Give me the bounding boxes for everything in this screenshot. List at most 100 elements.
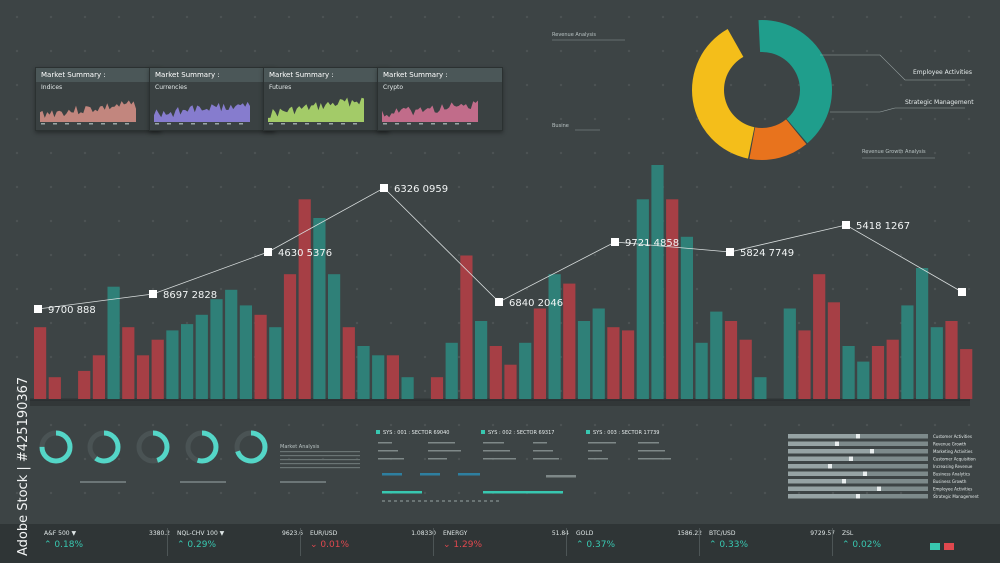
text-line (280, 451, 360, 453)
market-summary-card-4[interactable]: Market Summary : Crypto (377, 67, 503, 131)
sector-tick (400, 500, 403, 502)
ticker-item[interactable]: EUR/USD 1.08330 ⌄ 0.01% (310, 528, 442, 558)
sparkline-tick (305, 123, 309, 125)
sector-line (638, 458, 671, 460)
donut-slice (758, 20, 832, 144)
sector-tick (442, 500, 445, 502)
bar (901, 305, 914, 399)
bar (92, 355, 105, 399)
ticker-item[interactable]: NQL-CHV 100 ▼ 9623.6 ⌃ 0.29% (177, 528, 309, 558)
bar (945, 321, 958, 399)
sector-line (533, 450, 553, 452)
sparkline-tick (41, 123, 45, 125)
sparkline-area (40, 100, 136, 125)
ticker-value: 51.84 (551, 530, 569, 537)
ticker-separator (832, 528, 833, 556)
ticker-separator (566, 528, 567, 556)
market-summary-card-2[interactable]: Market Summary : Currencies (149, 67, 275, 131)
hbar-fill (788, 486, 879, 491)
sparkline-tick (227, 123, 231, 125)
leader-line (830, 107, 965, 113)
sparkline-tick (407, 123, 411, 125)
ticker-item[interactable]: ENERGY 51.84 ⌄ 1.29% (443, 528, 575, 558)
card-subtitle: Currencies (155, 84, 187, 91)
sector-tick (394, 500, 397, 502)
bar (34, 327, 47, 399)
bar (607, 327, 620, 399)
market-summary-card-1[interactable]: Market Summary : Indices (35, 67, 161, 131)
hbar-marker (863, 471, 867, 476)
bar (430, 377, 444, 399)
ticker-change: ⌄ 1.29% (443, 540, 482, 550)
hbar-track (788, 456, 928, 461)
hbar-fill (788, 464, 830, 469)
ticker-change: ⌄ 0.01% (310, 540, 349, 550)
ticker-name: BTC/USD (709, 530, 736, 537)
busine-label: Busine (552, 123, 569, 129)
hbar-marker (856, 494, 860, 499)
bar (930, 327, 943, 399)
bar (357, 346, 370, 399)
sector-tick (430, 500, 433, 502)
sector-tick (412, 500, 415, 502)
ticker-change: ⌃ 0.33% (709, 540, 748, 550)
bar (122, 327, 135, 399)
bar (754, 377, 767, 399)
bar (724, 321, 738, 399)
hbar-track (788, 479, 928, 484)
line-data-label: 5418 1267 (856, 221, 910, 232)
hbar-label: Increasing Revenue (933, 464, 973, 469)
sector-tick (496, 500, 499, 502)
sparkline-tick (191, 123, 195, 125)
line-marker (34, 305, 42, 313)
sparkline-tick (77, 123, 81, 125)
market-summary-card-3[interactable]: Market Summary : Futures (263, 67, 389, 131)
card-title: Market Summary : (150, 68, 274, 82)
bar (857, 361, 870, 399)
sector-line (638, 450, 665, 452)
bar (636, 199, 649, 399)
sector-line (533, 442, 547, 444)
sector-tick (466, 500, 469, 502)
ticker-value: 9729.57 (810, 530, 835, 537)
card-subtitle: Crypto (383, 84, 404, 91)
bar (372, 355, 385, 399)
hbar-marker (842, 479, 846, 484)
card-subtitle: Indices (41, 84, 63, 91)
sparkline-tick (113, 123, 117, 125)
text-line (280, 463, 360, 465)
sector-line (483, 458, 516, 460)
donut-slice (749, 119, 807, 160)
ticker-separator (433, 528, 434, 556)
sector-tick (478, 500, 481, 502)
sector-line (533, 458, 559, 460)
ticker-item[interactable]: ZSL ⌃ 0.02% (842, 528, 974, 558)
ticker-item[interactable]: A&F 500 ▼ 3380.2 ⌃ 0.18% (44, 528, 176, 558)
sparkline-tick (179, 123, 183, 125)
bar (166, 330, 179, 399)
sparkline-tick (125, 123, 129, 125)
ticker-change: ⌃ 0.18% (44, 540, 83, 550)
ticker-name: GOLD (576, 530, 594, 537)
sector-tick (454, 500, 457, 502)
ticker-item[interactable]: BTC/USD 9729.57 ⌃ 0.33% (709, 528, 841, 558)
bar (533, 308, 546, 399)
bar-shadow (30, 400, 970, 406)
ticker-value: 3380.2 (149, 530, 170, 537)
bar (739, 339, 752, 399)
sparkline-tick (443, 123, 447, 125)
bar (695, 342, 708, 399)
gauge-fill (185, 430, 219, 464)
sparkline-tick (203, 123, 207, 125)
sparkline-tick (419, 123, 423, 125)
ticker-item[interactable]: GOLD 1586.22 ⌃ 0.37% (576, 528, 708, 558)
sector-line (588, 442, 616, 444)
donut-label: Strategic Management (905, 99, 974, 106)
revenue-growth-label: Revenue Growth Analysis (862, 149, 926, 155)
sparkline-area (382, 100, 478, 125)
line-data-label: 6326 0959 (394, 184, 448, 195)
sparkline-tick (383, 123, 387, 125)
ticker-name: A&F 500 ▼ (44, 530, 77, 537)
bar (210, 299, 223, 399)
sector-tick (436, 500, 439, 502)
